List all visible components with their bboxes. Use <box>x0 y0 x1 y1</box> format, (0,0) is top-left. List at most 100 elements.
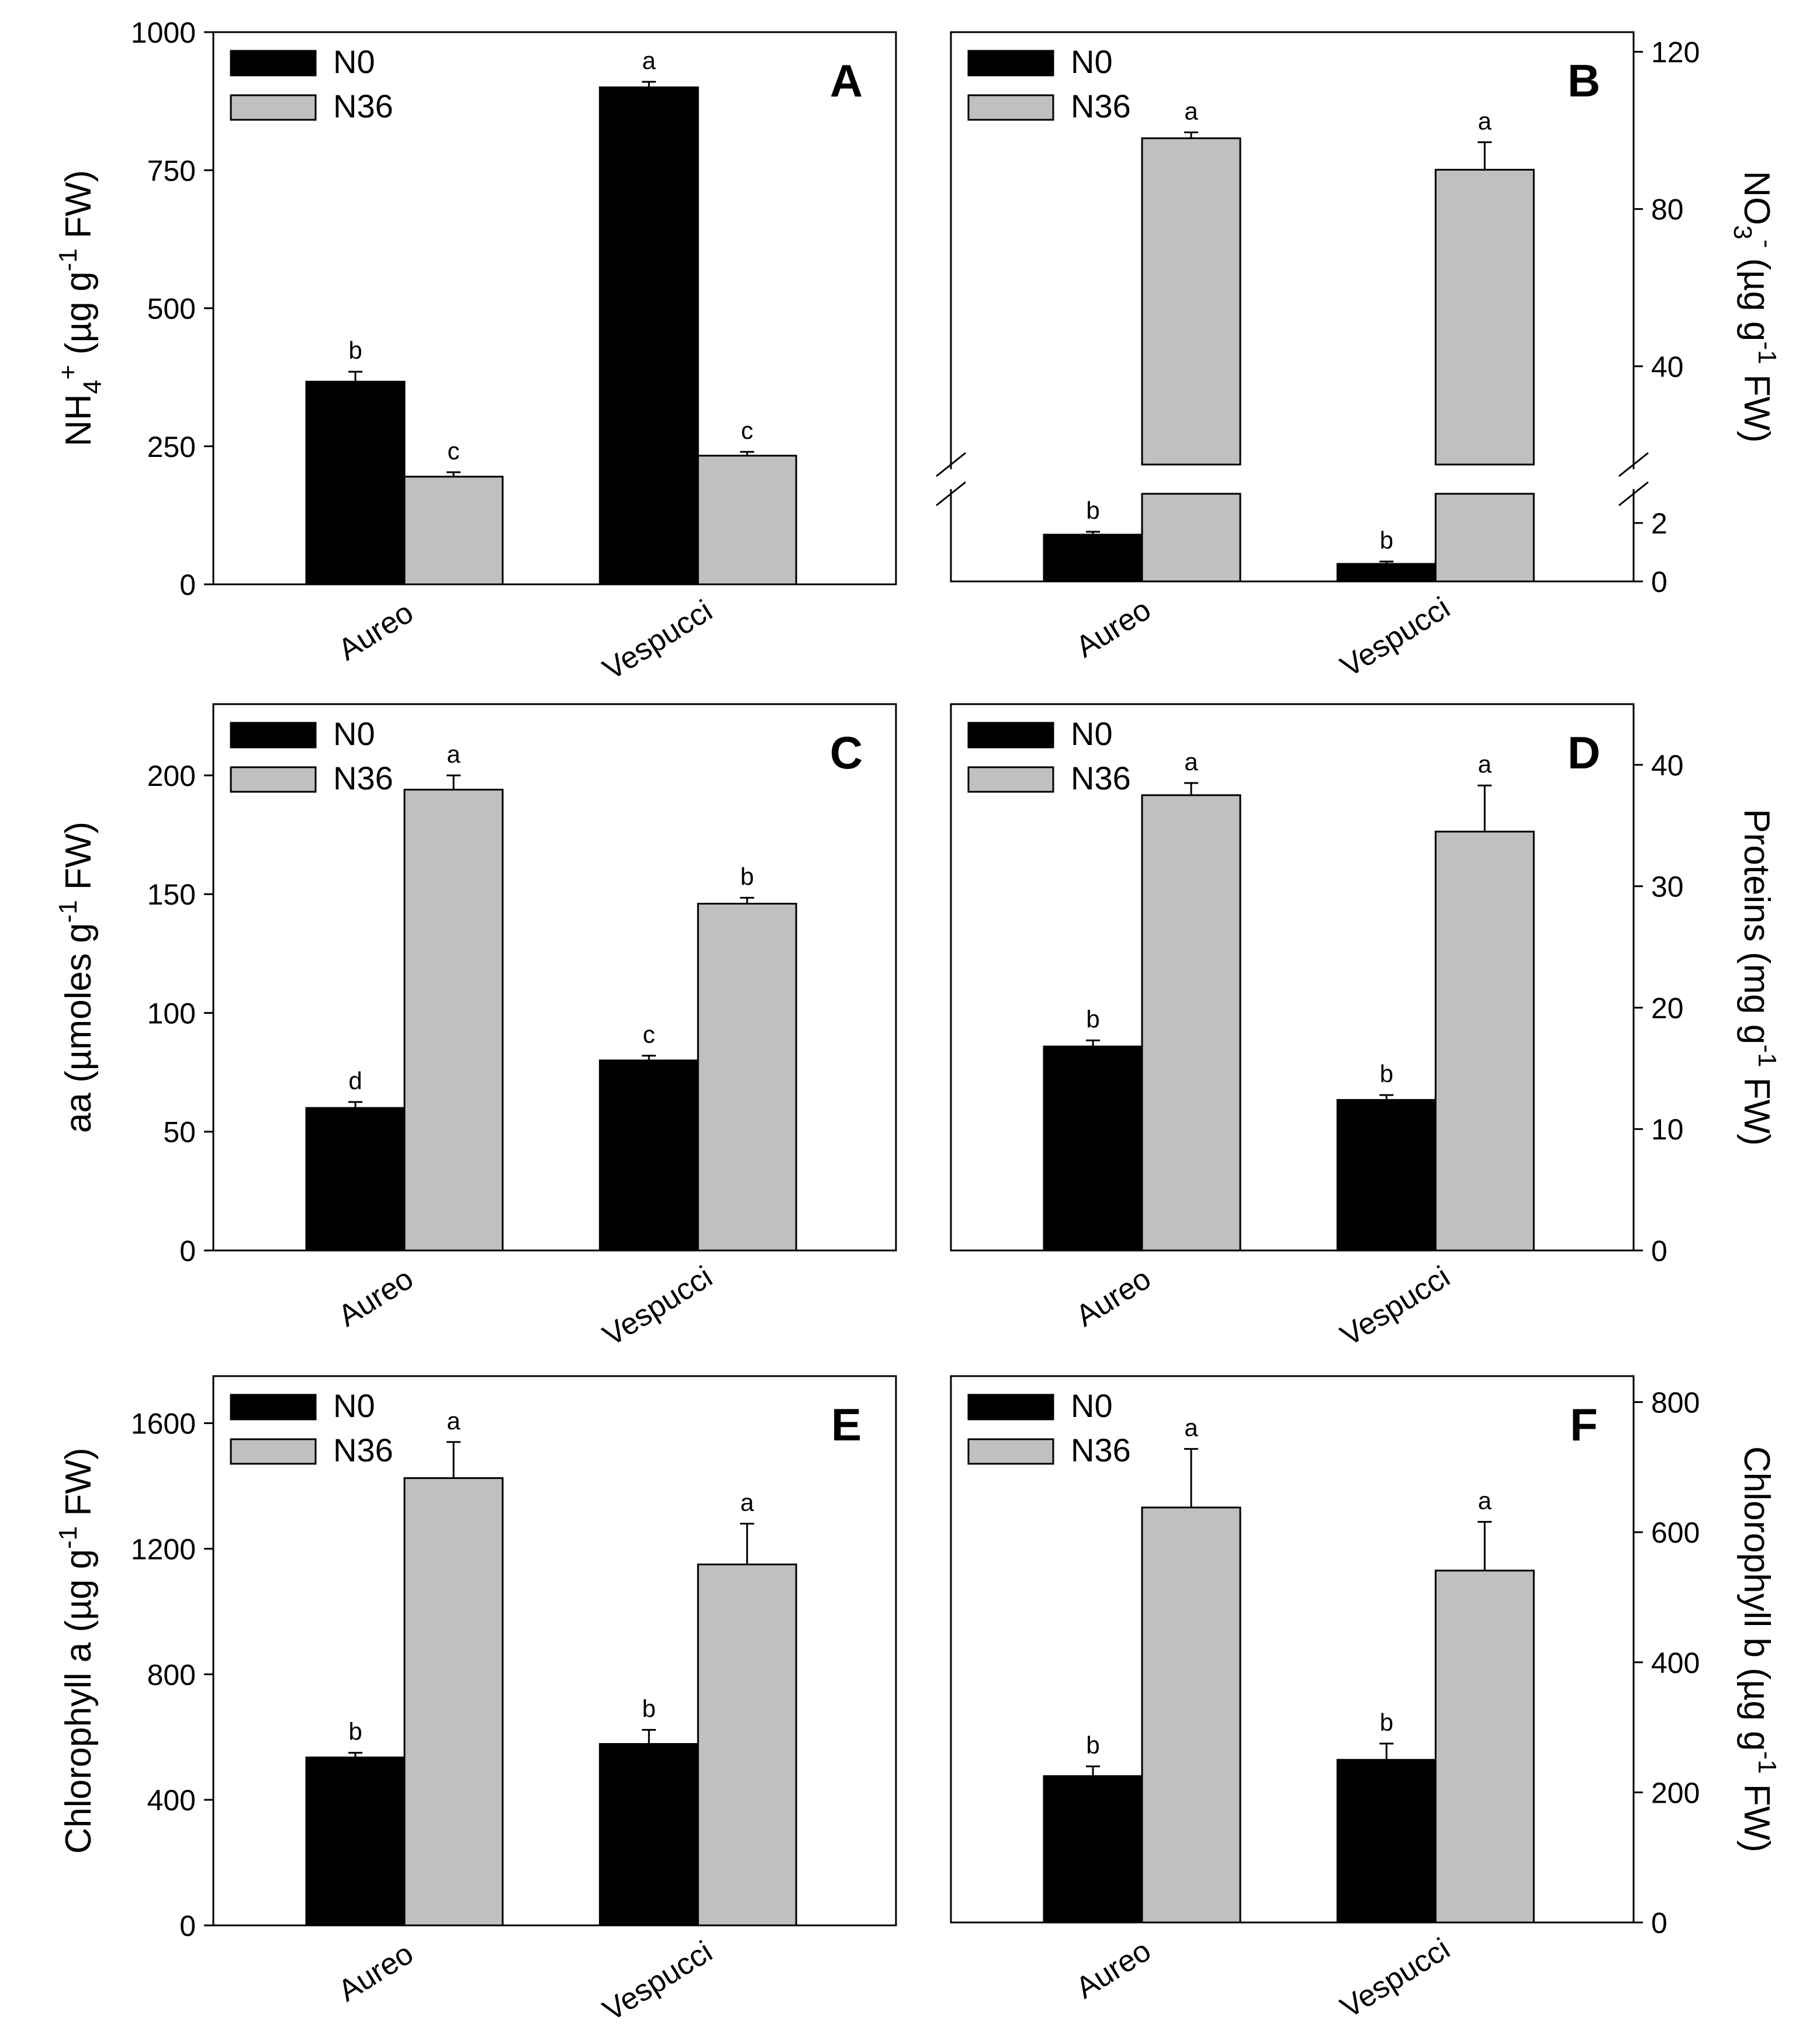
bar <box>305 1107 406 1252</box>
axis-break-mark <box>936 452 966 477</box>
panel-letter: C <box>830 727 863 778</box>
y-tick-label: 120 <box>1651 36 1700 69</box>
y-tick-label: 20 <box>1651 992 1684 1024</box>
significance-label: b <box>348 337 362 364</box>
significance-label: c <box>448 437 460 465</box>
significance-label: a <box>447 740 461 768</box>
y-axis-label-part: NO <box>1736 171 1777 225</box>
legend-label: N36 <box>1071 88 1131 124</box>
legend-label: N36 <box>1071 760 1131 796</box>
y-tick-label: 1200 <box>131 1533 196 1565</box>
y-axis-label-part: - <box>1753 240 1781 248</box>
chart-panel-f: 0 200 400 600 800 b a Aureo b a Vespucci N0 N36 F Chlo… <box>950 1375 1781 2025</box>
y-axis-label-part: (µg g <box>58 271 99 365</box>
bar <box>305 1757 406 1927</box>
y-axis-label-part: -1 <box>54 900 82 923</box>
y-axis-label-part: Proteins (mg g <box>1736 809 1777 1044</box>
bar <box>1141 493 1241 583</box>
y-tick-label: 400 <box>1651 1647 1700 1679</box>
y-axis-label: NH4+ (µg g-1 FW) <box>54 170 107 446</box>
y-axis-label-part: 4 <box>78 380 107 394</box>
bar <box>1043 1775 1143 1924</box>
significance-label: b <box>1380 1709 1393 1736</box>
legend-swatch <box>967 766 1054 793</box>
significance-label: a <box>1478 750 1492 778</box>
y-axis-label: Chlorophyll b (µg g-1 FW) <box>1736 1446 1781 1852</box>
legend-swatch <box>967 1438 1054 1465</box>
category-label: Aureo <box>333 1262 419 1333</box>
significance-label: a <box>642 47 656 74</box>
category-label: Vespucci <box>1335 591 1456 684</box>
legend-label: N0 <box>1071 715 1113 752</box>
bar <box>598 86 699 586</box>
legend-swatch <box>230 1394 317 1421</box>
y-tick-label: 250 <box>147 431 196 463</box>
panel-letter: F <box>1570 1399 1598 1450</box>
y-axis-label-part: FW) <box>58 822 99 900</box>
y-axis-label-part: 3 <box>1728 225 1757 239</box>
y-tick-label: 500 <box>147 293 196 325</box>
significance-label: a <box>741 1488 755 1516</box>
chart-panel-a: 0 250 500 750 1000 b c Aureo a c Vespucci N0 N36 A NH4… <box>54 16 897 687</box>
bar <box>697 1563 797 1927</box>
category-label: Aureo <box>333 1936 419 2008</box>
y-axis-label-part: NH <box>58 394 99 446</box>
bar <box>697 902 797 1252</box>
significance-label: b <box>741 862 754 890</box>
y-tick-label: 150 <box>147 878 196 911</box>
y-axis-label-part: + <box>54 365 82 380</box>
legend-label: N36 <box>333 760 393 796</box>
legend-swatch <box>230 1438 317 1465</box>
y-axis-label-part: FW) <box>58 170 99 248</box>
legend-swatch <box>230 50 317 77</box>
category-label: Aureo <box>1070 1262 1157 1333</box>
category-label: Aureo <box>333 595 419 667</box>
y-tick-label: 0 <box>1651 1907 1667 1939</box>
plot-frame <box>950 31 1635 583</box>
panel-letter: E <box>831 1399 861 1450</box>
category-label: Vespucci <box>1335 1932 1456 2025</box>
legend-swatch <box>967 50 1054 77</box>
legend-label: N0 <box>333 715 375 752</box>
y-axis-label-part: (µg g <box>1736 248 1777 341</box>
y-tick-label: 200 <box>1651 1776 1700 1809</box>
y-tick-label: 2 <box>1651 507 1667 540</box>
category-label: Aureo <box>1070 593 1157 664</box>
significance-label: a <box>1184 748 1198 775</box>
legend-label: N0 <box>333 43 375 80</box>
category-label: Vespucci <box>597 1935 718 2028</box>
legend-swatch <box>230 766 317 793</box>
y-axis-label: aa (µmoles g-1 FW) <box>54 822 99 1133</box>
y-axis-label-part: -1 <box>54 1526 82 1549</box>
legend-swatch <box>967 722 1054 749</box>
plot-frame <box>212 1375 897 1927</box>
bar <box>403 476 504 586</box>
y-tick-label: 0 <box>179 569 196 601</box>
plot-frame <box>950 703 1635 1252</box>
y-tick-label: 800 <box>1651 1387 1700 1419</box>
y-tick-label: 200 <box>147 760 196 792</box>
y-axis-label-part: Chlorophyll a (µg g <box>58 1549 99 1854</box>
significance-label: a <box>1478 107 1492 134</box>
legend-swatch <box>230 722 317 749</box>
y-tick-label: 750 <box>147 154 196 187</box>
y-axis-label-part: -1 <box>1753 341 1781 364</box>
significance-label: b <box>1086 497 1099 524</box>
chart-panel-b: 0 2 40 80 120 b a Aureo b a Vespucci N0 N36 B NO3- (µg… <box>936 31 1781 684</box>
panel-letter: D <box>1568 727 1600 778</box>
chart-panel-d: 0 10 20 30 40 b a Aureo b a Vespucci N0 N36 D Proteins… <box>950 703 1781 1353</box>
legend-label: N36 <box>333 88 393 124</box>
legend-swatch <box>230 94 317 121</box>
panel-letter: B <box>1568 55 1600 106</box>
chart-panel-c: 0 50 100 150 200 d a Aureo c b Vespucci N0 N36 Caa (µ… <box>54 703 897 1353</box>
significance-label: d <box>348 1067 362 1094</box>
y-tick-label: 400 <box>147 1784 196 1817</box>
significance-label: b <box>1380 526 1393 554</box>
legend-label: N0 <box>333 1387 375 1424</box>
y-tick-label: 1000 <box>131 16 196 49</box>
y-tick-label: 100 <box>147 997 196 1030</box>
significance-label: c <box>741 417 753 444</box>
y-axis-label-part: -1 <box>54 248 82 271</box>
y-tick-label: 80 <box>1651 193 1684 226</box>
